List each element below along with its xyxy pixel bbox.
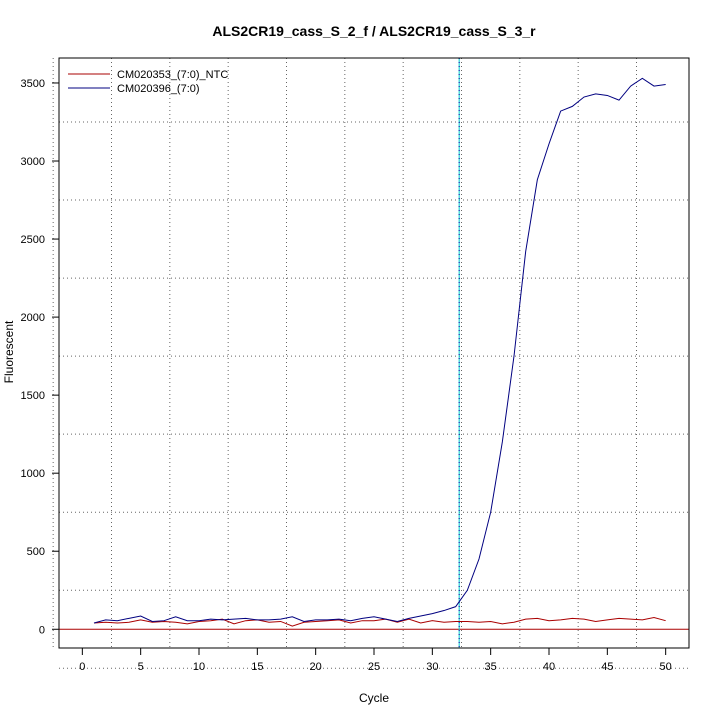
legend-label-ntc: CM020353_(7:0)_NTC bbox=[117, 69, 228, 81]
chart-title: ALS2CR19_cass_S_2_f / ALS2CR19_cass_S_3_… bbox=[212, 23, 536, 39]
axes: 0 5 10 15 20 25 30 35 40 45 5005001000150020002500… bbox=[21, 57, 690, 673]
x-tick-label: 35 bbox=[485, 661, 497, 673]
series-line-0 bbox=[93, 617, 666, 627]
y-tick-label: 2000 bbox=[21, 312, 45, 324]
x-tick-label: 20 bbox=[310, 661, 322, 673]
y-tick-label: 1000 bbox=[21, 468, 45, 480]
series-lines bbox=[93, 77, 666, 627]
x-tick-label: 5 bbox=[138, 661, 144, 673]
x-tick-label: 25 bbox=[368, 661, 380, 673]
y-tick-label: 1500 bbox=[21, 390, 45, 402]
grid-lines bbox=[52, 58, 689, 669]
x-tick-label: 15 bbox=[251, 661, 263, 673]
legend-label-sample: CM020396_(7:0) bbox=[117, 83, 200, 95]
legend: CM020353_(7:0)_NTC CM020396_(7:0) bbox=[68, 69, 228, 95]
x-tick-label: 45 bbox=[601, 661, 613, 673]
x-axis-label: Cycle bbox=[359, 691, 389, 705]
threshold-layer bbox=[59, 58, 689, 648]
y-tick-label: 3000 bbox=[21, 156, 45, 168]
y-tick-label: 3500 bbox=[21, 78, 45, 90]
x-tick-label: 0 bbox=[79, 661, 85, 673]
y-tick-label: 500 bbox=[27, 546, 45, 558]
y-tick-label: 2500 bbox=[21, 234, 45, 246]
x-tick-label: 50 bbox=[660, 661, 672, 673]
y-axis-label: Fluorescent bbox=[2, 320, 16, 383]
x-tick-label: 40 bbox=[543, 661, 555, 673]
y-tick-label: 0 bbox=[39, 624, 45, 636]
x-tick-label: 10 bbox=[193, 661, 205, 673]
x-tick-label: 30 bbox=[426, 661, 438, 673]
series-line-1 bbox=[93, 77, 666, 624]
